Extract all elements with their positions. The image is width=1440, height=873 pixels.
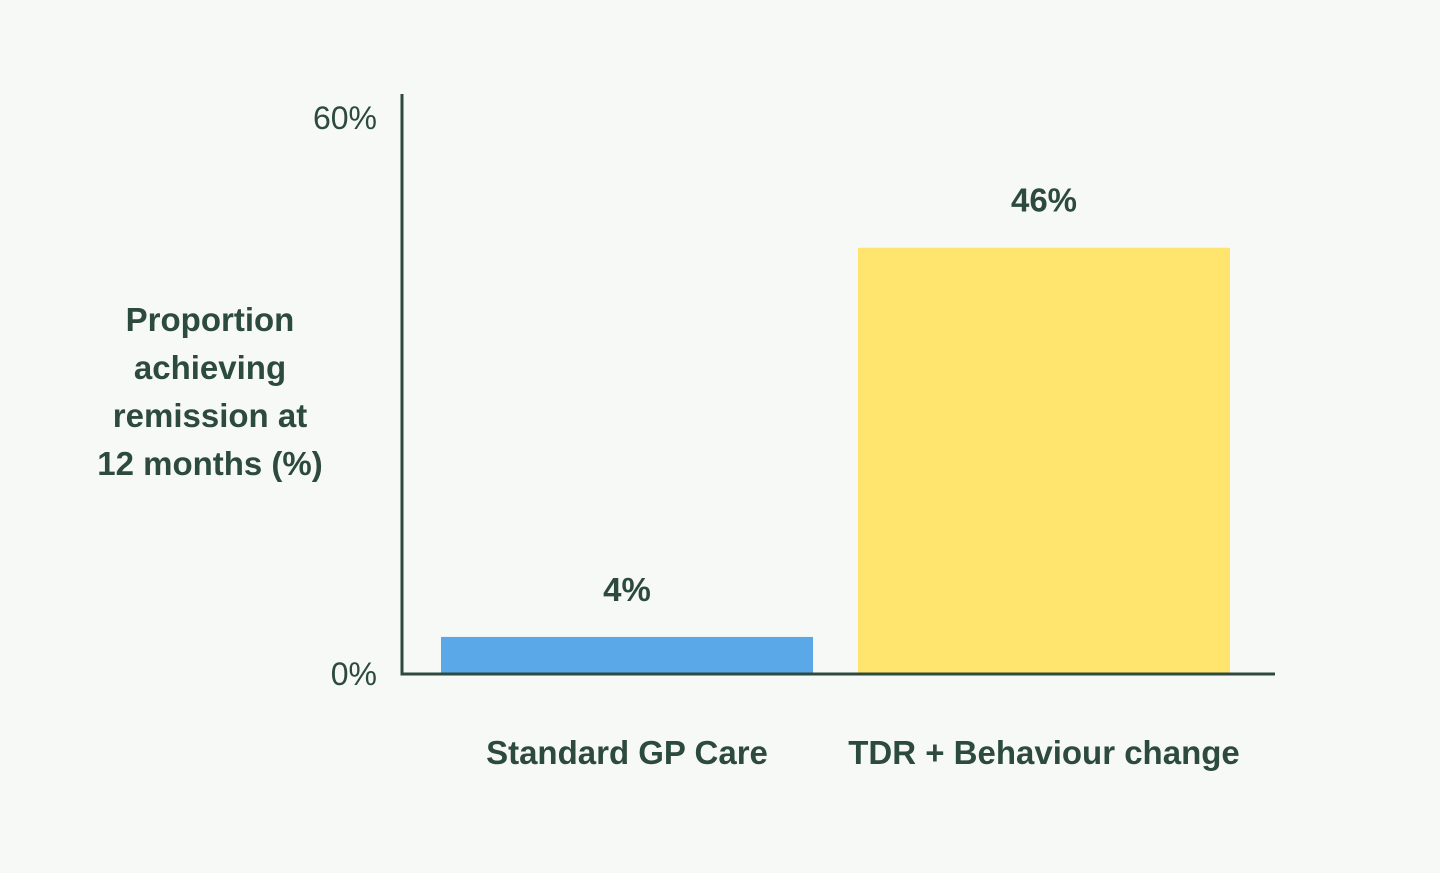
x-category-label-2: TDR + Behaviour change bbox=[848, 734, 1240, 771]
x-category-label-1: Standard GP Care bbox=[486, 734, 768, 771]
data-label-2: 46% bbox=[1011, 182, 1077, 219]
y-axis-label-line-4: 12 months (%) bbox=[97, 445, 323, 482]
y-axis-label: Proportion achieving remission at 12 mon… bbox=[80, 296, 340, 488]
data-label-1: 4% bbox=[603, 571, 651, 608]
y-axis-label-line-2: achieving bbox=[133, 349, 287, 386]
bar-1 bbox=[441, 636, 813, 674]
bar-2 bbox=[858, 247, 1230, 674]
y-axis-label-line-1: Proportion bbox=[125, 301, 295, 338]
y-tick-label-2: 60% bbox=[313, 100, 377, 136]
y-axis-label-line-3: remission at bbox=[112, 397, 308, 434]
y-tick-label-1: 0% bbox=[331, 656, 377, 692]
